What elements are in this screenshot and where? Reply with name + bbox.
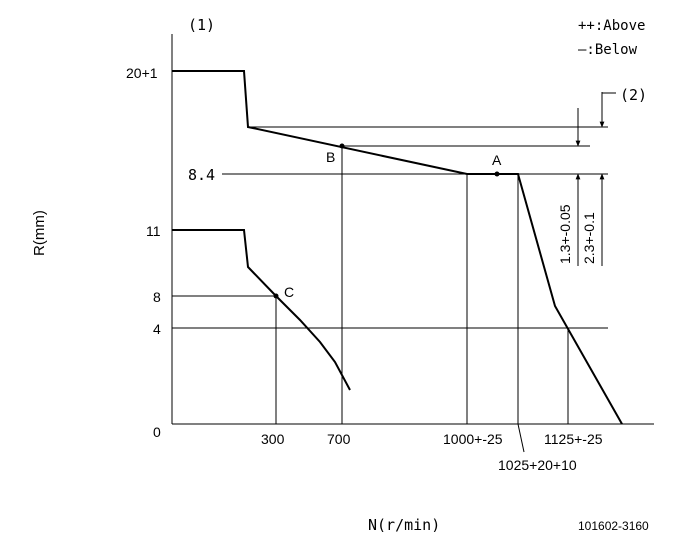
y-tick-4: 4 [153, 321, 161, 337]
x-tick-1025: 1025+20+10 [498, 457, 577, 473]
y-tick-11: 11 [146, 223, 161, 239]
y-tick-0: 0 [153, 424, 161, 440]
lower-characteristic-curve [172, 229, 351, 391]
leader-1025 [517, 423, 525, 453]
y-axis-title: R(mm) [31, 210, 48, 256]
x-tick-300: 300 [261, 431, 285, 447]
point-b-label: B [326, 149, 335, 165]
y-tick-8-4: 8.4 [188, 166, 215, 184]
point-a-marker [494, 171, 500, 177]
tag-2-leader [601, 92, 616, 94]
legend-above: ++:Above [578, 18, 645, 34]
x-axis-title: N(r/min) [368, 516, 440, 534]
point-c-marker [273, 293, 279, 299]
drawing-number: 101602-3160 [578, 519, 649, 533]
tag-2-label: (2) [620, 86, 647, 104]
y-tick-8: 8 [153, 289, 161, 305]
dimension-1-label: 1.3+-0.05 [557, 204, 573, 264]
point-a-label: A [492, 152, 502, 168]
dimension-2-label: 2.3+-0.1 [581, 212, 597, 264]
point-c-label: C [284, 284, 294, 300]
tag-1-label: (1) [188, 16, 215, 34]
point-b-marker [339, 143, 345, 149]
y-tick-20: 20+1 [126, 65, 158, 81]
x-tick-700: 700 [327, 431, 351, 447]
x-tick-1125: 1125+-25 [544, 431, 603, 447]
x-tick-1000: 1000+-25 [443, 431, 503, 447]
legend-below: —:Below [578, 42, 638, 58]
upper-characteristic-curve [172, 70, 623, 425]
